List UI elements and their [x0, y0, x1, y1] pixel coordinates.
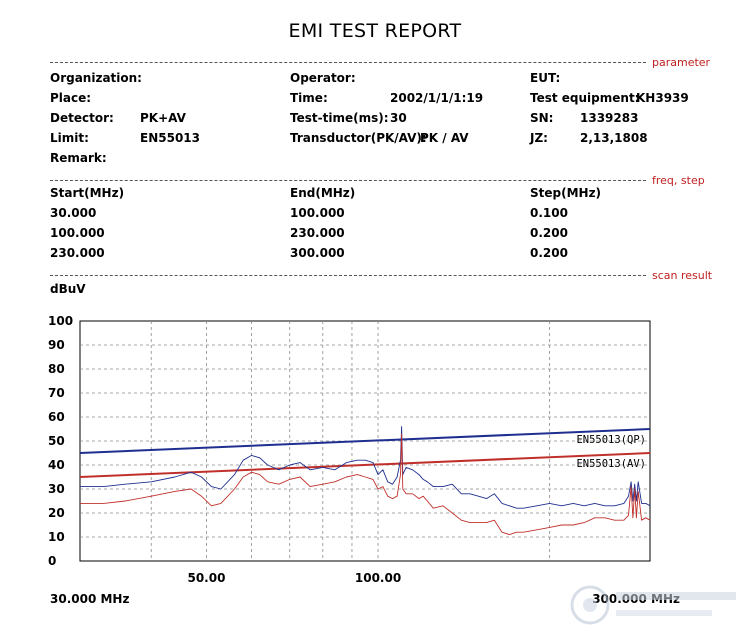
test-equipment-value: KH3939	[636, 91, 689, 105]
report-title: EMI TEST REPORT	[288, 20, 462, 42]
measurement-trace-average	[80, 433, 651, 536]
x-tick-label: 100.00	[355, 571, 401, 585]
watermark-logo-icon	[570, 585, 736, 625]
y-tick-label: 60	[48, 410, 65, 424]
detector-value: PK+AV	[140, 111, 186, 125]
parameter-separator	[50, 62, 646, 63]
scan-result-separator	[50, 275, 646, 276]
freq-row-3-end: 300.000	[290, 246, 345, 260]
freq-row-1-step: 0.100	[530, 206, 568, 220]
y-tick-label: 80	[48, 362, 65, 376]
transductor-label: Transductor(PK/AV):	[290, 131, 427, 145]
detector-label: Detector:	[50, 111, 114, 125]
freq-row-1-start: 30.000	[50, 206, 97, 220]
place-label: Place:	[50, 91, 92, 105]
jz-value: 2,13,1808	[580, 131, 648, 145]
limit-line-av	[79, 452, 651, 478]
freq-row-2-step: 0.200	[530, 226, 568, 240]
transductor-value: PK / AV	[420, 131, 469, 145]
limit-line-label: EN55013(AV)	[576, 458, 646, 470]
freq-row-3-step: 0.200	[530, 246, 568, 260]
sn-label: SN:	[530, 111, 554, 125]
freq-row-1-end: 100.000	[290, 206, 345, 220]
y-tick-label: 100	[48, 314, 73, 328]
freq-header-end: End(MHz)	[290, 186, 356, 200]
time-label: Time:	[290, 91, 328, 105]
y-tick-label: 50	[48, 434, 65, 448]
operator-label: Operator:	[290, 71, 356, 85]
parameter-section-label: parameter	[652, 56, 711, 69]
freq-row-2-start: 100.000	[50, 226, 105, 240]
y-axis-unit-label: dBuV	[50, 282, 86, 296]
freq-row-2-end: 230.000	[290, 226, 345, 240]
freq-step-separator	[50, 180, 646, 181]
y-tick-label: 90	[48, 338, 65, 352]
y-tick-label: 10	[48, 530, 65, 544]
freq-header-step: Step(MHz)	[530, 186, 602, 200]
test-equipment-label: Test equipment:	[530, 91, 640, 105]
jz-label: JZ:	[530, 131, 548, 145]
scan-result-section-label: scan result	[652, 269, 713, 282]
remark-label: Remark:	[50, 151, 107, 165]
test-time-value: 30	[390, 111, 407, 125]
limit-line-qp	[79, 428, 651, 454]
x-tick-label: 50.00	[187, 571, 225, 585]
freq-row-3-start: 230.000	[50, 246, 105, 260]
measurement-trace-peak	[80, 426, 651, 509]
x-start-label: 30.000 MHz	[50, 592, 129, 606]
y-tick-label: 40	[48, 458, 65, 472]
limit-line-label: EN55013(QP)	[576, 434, 646, 446]
y-tick-label: 70	[48, 386, 65, 400]
limit-label: Limit:	[50, 131, 89, 145]
y-tick-label: 0	[48, 554, 56, 568]
sn-value: 1339283	[580, 111, 639, 125]
eut-label: EUT:	[530, 71, 561, 85]
y-tick-label: 20	[48, 506, 65, 520]
limit-value: EN55013	[140, 131, 200, 145]
time-value: 2002/1/1/1:19	[390, 91, 484, 105]
freq-step-section-label: freq, step	[652, 174, 705, 187]
test-time-label: Test-time(ms):	[290, 111, 389, 125]
freq-header-start: Start(MHz)	[50, 186, 125, 200]
y-tick-label: 30	[48, 482, 65, 496]
organization-label: Organization:	[50, 71, 142, 85]
